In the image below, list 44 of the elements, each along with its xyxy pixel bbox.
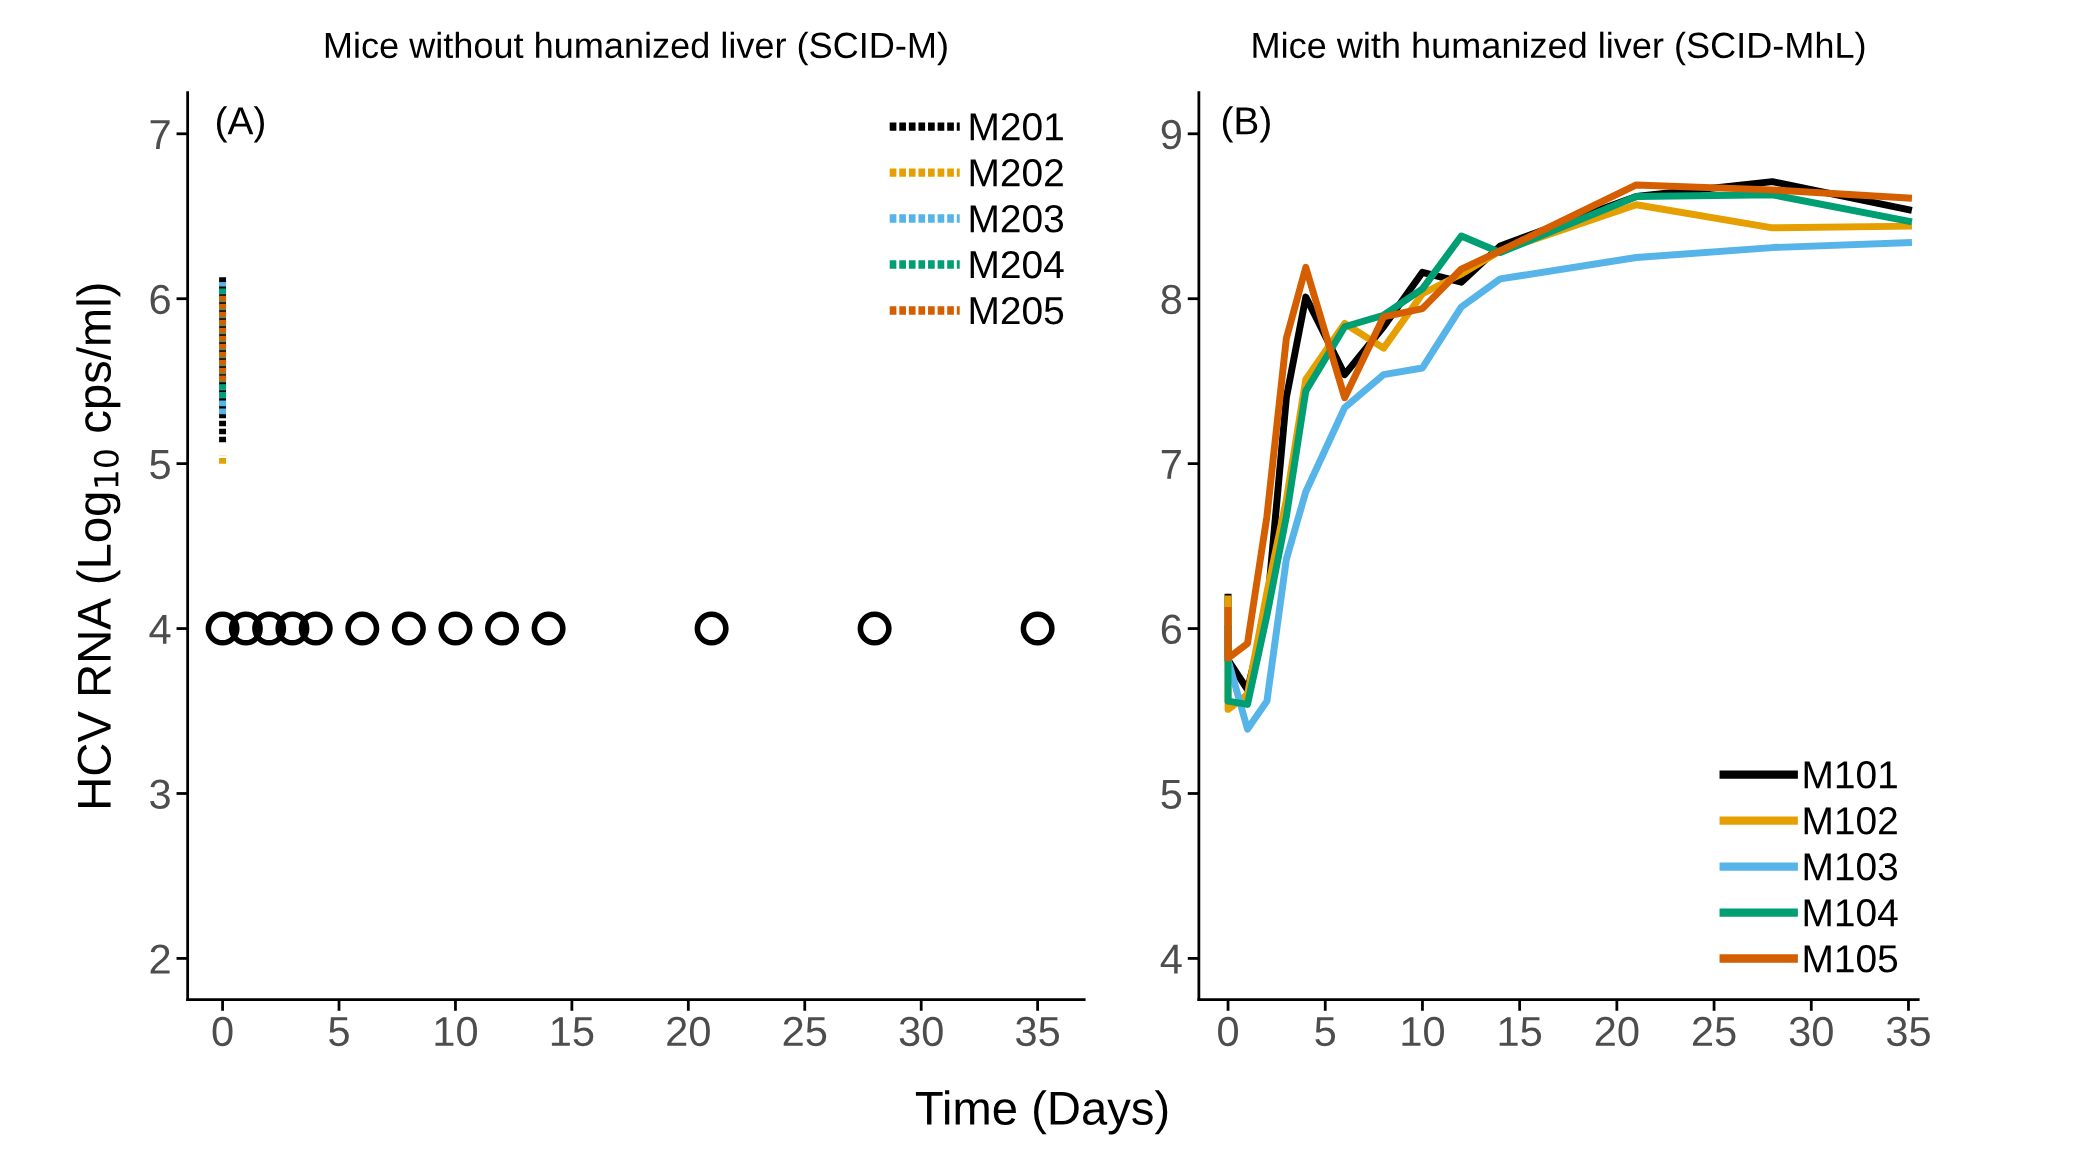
legend-label: M202 [970, 159, 1063, 187]
y-tick-label: 7 [150, 120, 170, 149]
x-tick-label: 35 [1886, 1016, 1930, 1047]
x-tick-label: 20 [667, 1016, 710, 1047]
x-tick-label: 10 [1402, 1016, 1444, 1047]
x-axis-title: Time (Days) [915, 1090, 1168, 1135]
x-tick-label: 20 [1595, 1016, 1639, 1047]
y-tick-label: 5 [150, 450, 170, 480]
legend-label: M101 [1804, 761, 1897, 789]
legend-label: M201 [970, 113, 1063, 141]
y-tick-label: 6 [1161, 614, 1182, 645]
x-tick-label: 30 [1789, 1016, 1833, 1047]
y-tick-label: 2 [150, 944, 170, 974]
x-tick-label: 15 [1499, 1017, 1542, 1047]
annotation: (B) [1222, 106, 1270, 143]
y-axis-title: HCV RNA (Log$_{10}$ cps/ml) [76, 284, 121, 807]
y-tick-label: 4 [1160, 944, 1182, 974]
annotation: (A) [216, 106, 264, 143]
x-tick-label: 5 [1315, 1017, 1336, 1047]
x-tick-label: 0 [212, 1016, 233, 1047]
legend-label: M204 [970, 250, 1064, 279]
x-tick-label: 25 [783, 1016, 827, 1047]
y-tick-label: 9 [1161, 119, 1181, 150]
x-tick-label: 25 [1692, 1016, 1736, 1047]
chart-title: Mice with humanized liver (SCID-MhL) [1253, 31, 1865, 66]
legend-label: M104 [1804, 899, 1898, 927]
x-tick-label: 30 [899, 1016, 943, 1047]
legend-label: M103 [1804, 853, 1898, 881]
chart-title: Mice without humanized liver (SCID-M) [325, 31, 947, 66]
y-tick-label: 4 [149, 615, 171, 644]
x-tick-label: 0 [1218, 1016, 1238, 1047]
x-tick-label: 35 [1016, 1016, 1060, 1047]
y-tick-label: 6 [150, 284, 170, 315]
y-tick-label: 7 [1161, 450, 1181, 479]
legend-label: M105 [1804, 944, 1898, 973]
y-tick-label: 8 [1161, 284, 1182, 315]
legend-label: M203 [970, 204, 1064, 233]
y-tick-label: 3 [150, 779, 170, 809]
x-tick-label: 5 [329, 1017, 349, 1047]
legend-label: M102 [1804, 807, 1897, 835]
x-tick-label: 10 [435, 1016, 477, 1047]
x-tick-label: 15 [551, 1017, 594, 1047]
y-tick-label: 5 [1161, 779, 1182, 809]
legend-label: M205 [970, 296, 1064, 325]
